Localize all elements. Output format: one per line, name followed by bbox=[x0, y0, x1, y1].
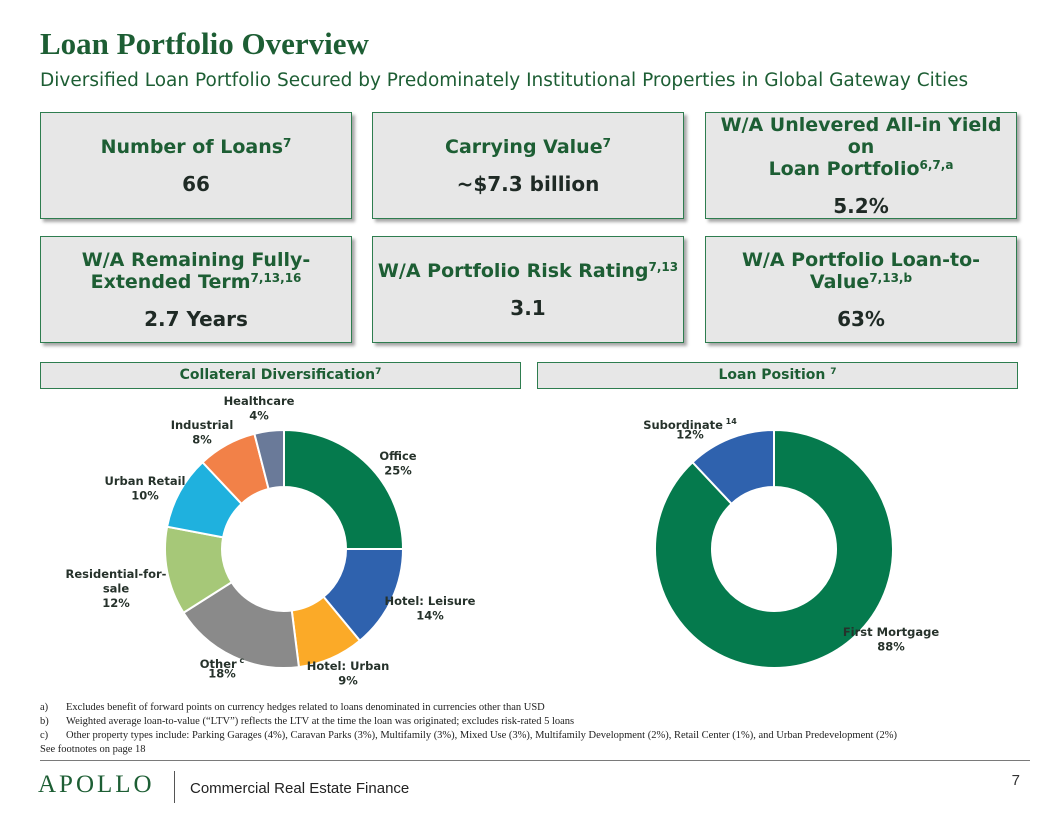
slice-label: First Mortgage 88% bbox=[843, 625, 940, 654]
metric-label-line: Value bbox=[809, 270, 870, 293]
metric-label-line: Extended Term bbox=[90, 270, 251, 293]
metric-label: W/A Portfolio Loan-to- Value7,13,b bbox=[706, 249, 1016, 293]
metric-label: Number of Loans7 bbox=[41, 136, 351, 158]
footer-divider bbox=[40, 760, 1030, 761]
footnote-item: b) Weighted average loan-to-value (“LTV”)… bbox=[40, 716, 1030, 727]
metric-footnote-ref: 7,13,b bbox=[869, 270, 913, 285]
slice-label-line: 12% bbox=[102, 596, 130, 610]
apollo-logo: APOLLO bbox=[38, 771, 155, 798]
metric-box-4: W/A Remaining Fully- Extended Term7,13,16… bbox=[40, 236, 352, 343]
metric-label-line: W/A Portfolio Risk Rating bbox=[377, 259, 649, 282]
footnote-item: a) Excludes benefit of forward points on … bbox=[40, 702, 1030, 713]
slice-label-line: Healthcare bbox=[224, 394, 295, 408]
slice-label-line: Office bbox=[379, 449, 416, 463]
page-subtitle: Diversified Loan Portfolio Secured by Pr… bbox=[40, 70, 969, 91]
slice-label-line: Residential-for- bbox=[66, 567, 167, 581]
slice-label-line: Hotel: Urban bbox=[307, 659, 390, 673]
slice-label: Hotel: Leisure 14% bbox=[385, 594, 476, 623]
footnote-marker: c) bbox=[40, 730, 49, 741]
metric-label-line: W/A Unlevered All-in Yield on bbox=[720, 113, 1002, 158]
footnotes: a) Excludes benefit of forward points on … bbox=[40, 702, 1030, 755]
collateral-diversification-header: Collateral Diversification7 bbox=[40, 362, 521, 389]
footnote-marker: b) bbox=[40, 716, 49, 727]
brand-name: Commercial Real Estate Finance bbox=[190, 780, 410, 797]
metric-box-5: W/A Portfolio Risk Rating7,13 3.1 bbox=[372, 236, 684, 343]
footnote-text: Other property types include: Parking Ga… bbox=[66, 730, 898, 741]
metric-box-2: Carrying Value7 ~$7.3 billion bbox=[372, 112, 684, 219]
metric-label: W/A Portfolio Risk Rating7,13 bbox=[373, 260, 683, 282]
metric-value: 66 bbox=[182, 171, 210, 196]
metric-label-line: W/A Portfolio Loan-to- bbox=[741, 248, 981, 271]
metric-footnote-ref: 7 bbox=[283, 135, 292, 150]
slice-label: Subordinate 14 12% bbox=[643, 417, 737, 442]
footnote-text: Weighted average loan-to-value (“LTV”) r… bbox=[66, 716, 575, 727]
slice-label-line: 25% bbox=[384, 464, 412, 478]
metric-footnote-ref: 7 bbox=[602, 135, 611, 150]
slice-label-footnote: c bbox=[237, 656, 245, 665]
slice-label: Other c 18% bbox=[200, 656, 245, 681]
metric-label-line: Carrying Value bbox=[445, 135, 603, 158]
slice-label-line: 18% bbox=[208, 667, 236, 681]
metric-box-6: W/A Portfolio Loan-to- Value7,13,b 63% bbox=[705, 236, 1017, 343]
loan-position-header: Loan Position 7 bbox=[537, 362, 1018, 389]
metric-value: 63% bbox=[837, 306, 885, 331]
see-footnotes: See footnotes on page 18 bbox=[40, 744, 146, 755]
slice-label-line: 88% bbox=[877, 640, 905, 654]
slice-label-line: 10% bbox=[131, 489, 159, 503]
slice-healthcare bbox=[253, 428, 285, 491]
slice-label-line: 4% bbox=[249, 409, 269, 423]
slice-label-line: sale bbox=[103, 582, 130, 596]
slice-label-line: Industrial bbox=[171, 418, 234, 432]
page-title: Loan Portfolio Overview bbox=[40, 26, 369, 61]
slice-label: Healthcare 4% bbox=[224, 394, 295, 423]
slice-label: Urban Retail 10% bbox=[105, 474, 186, 503]
metric-label: W/A Unlevered All-in Yield on Loan Portfo… bbox=[706, 114, 1016, 180]
metric-label: Carrying Value7 bbox=[373, 136, 683, 158]
metric-value: 2.7 Years bbox=[144, 306, 248, 331]
slice-label-line: Other bbox=[200, 657, 237, 671]
slice-label-line: Subordinate bbox=[643, 418, 723, 432]
slice-label-line: 12% bbox=[676, 428, 704, 442]
metric-label-line: Loan Portfolio bbox=[768, 157, 920, 180]
slice-label: Office 25% bbox=[379, 449, 416, 478]
slice-subordinate bbox=[691, 428, 775, 506]
slice-label-line: 14% bbox=[416, 609, 444, 623]
slice-office bbox=[283, 428, 405, 550]
logo-separator bbox=[174, 771, 175, 803]
metric-footnote-ref: 7,13 bbox=[648, 259, 679, 274]
slice-label-line: First Mortgage bbox=[843, 625, 940, 639]
metric-label-line: W/A Remaining Fully- bbox=[81, 248, 311, 271]
metric-box-3: W/A Unlevered All-in Yield on Loan Portfo… bbox=[705, 112, 1017, 219]
metric-value: 3.1 bbox=[510, 295, 546, 320]
footnote-marker: a) bbox=[40, 702, 49, 713]
slice-label-line: 8% bbox=[192, 433, 212, 447]
footnote-text: Excludes benefit of forward points on cu… bbox=[66, 702, 545, 713]
metric-label-line: Number of Loans bbox=[100, 135, 284, 158]
page-number: 7 bbox=[1011, 772, 1020, 789]
metric-label: W/A Remaining Fully- Extended Term7,13,16 bbox=[41, 249, 351, 293]
metric-footnote-ref: 6,7,a bbox=[919, 157, 954, 172]
slice-label-line: 9% bbox=[338, 674, 358, 688]
footnote-item: c) Other property types include: Parking … bbox=[40, 730, 1030, 741]
metric-footnote-ref: 7,13,16 bbox=[250, 270, 302, 285]
slice-label: Industrial 8% bbox=[171, 418, 234, 447]
slice-label-line: Urban Retail bbox=[105, 474, 186, 488]
metric-box-1: Number of Loans7 66 bbox=[40, 112, 352, 219]
metric-value: ~$7.3 billion bbox=[456, 171, 600, 196]
slice-first-mortgage bbox=[654, 428, 894, 669]
slice-label: Hotel: Urban 9% bbox=[307, 659, 390, 688]
slice-label-footnote: 14 bbox=[723, 417, 737, 426]
metric-value: 5.2% bbox=[833, 193, 889, 218]
slice-label-line: Hotel: Leisure bbox=[385, 594, 476, 608]
slice-label: Residential-for-sale 12% bbox=[66, 567, 167, 610]
